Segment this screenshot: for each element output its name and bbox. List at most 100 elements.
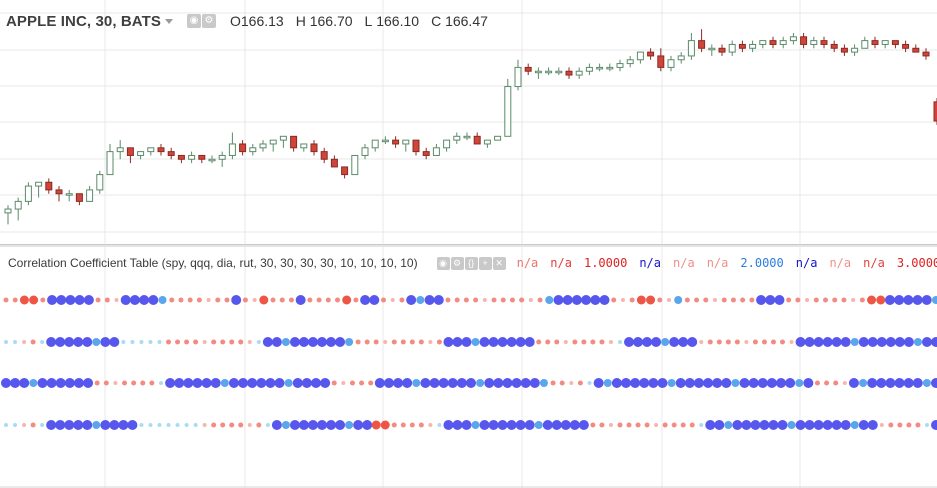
- correlation-dot: [284, 379, 293, 387]
- candle: [626, 55, 634, 68]
- correlation-dot: [113, 381, 118, 385]
- low-label: L: [364, 13, 373, 29]
- correlation-dot: [894, 295, 905, 305]
- close-icon[interactable]: ✕: [492, 256, 506, 270]
- correlation-dot: [707, 339, 713, 345]
- correlation-dot: [786, 297, 792, 303]
- candle: [137, 151, 145, 160]
- candle: [677, 52, 685, 64]
- correlation-dot: [626, 422, 632, 428]
- correlation-dot: [307, 297, 313, 303]
- candle: [14, 197, 22, 221]
- candle: [473, 132, 481, 145]
- correlation-dot: [789, 340, 794, 344]
- correlation-dot: [524, 420, 535, 430]
- correlation-dot: [500, 297, 506, 303]
- correlation-dot: [118, 420, 129, 430]
- candle: [35, 181, 43, 198]
- correlation-dot: [169, 297, 175, 303]
- symbol-title[interactable]: APPLE INC, 30, BATS: [6, 12, 161, 30]
- correlation-dot: [466, 378, 476, 388]
- correlation-dot: [443, 420, 454, 430]
- candle: [239, 140, 247, 156]
- correlation-dot: [139, 295, 150, 305]
- correlation-dot: [867, 378, 878, 388]
- eye-icon[interactable]: ◉: [186, 14, 201, 28]
- price-chart-pane[interactable]: [0, 0, 937, 244]
- correlation-dot: [699, 423, 704, 427]
- indicator-pane[interactable]: [0, 247, 937, 488]
- correlation-dot: [349, 380, 355, 386]
- correlation-dot: [581, 295, 592, 305]
- correlation-dot: [193, 423, 198, 427]
- correlation-dot: [56, 295, 67, 305]
- chevron-down-icon[interactable]: [164, 18, 173, 24]
- gear-icon[interactable]: ⚙: [201, 14, 216, 28]
- correlation-dot: [342, 295, 352, 305]
- correlation-dot: [355, 339, 361, 345]
- correlation-dot: [560, 420, 571, 430]
- correlation-dot: [307, 337, 318, 347]
- candle: [830, 40, 838, 53]
- correlation-dot: [915, 422, 921, 428]
- correlation-dot: [813, 420, 824, 430]
- correlation-dot: [850, 338, 859, 346]
- plus-icon[interactable]: +: [478, 256, 492, 270]
- indicator-title[interactable]: Correlation Coefficient Table (spy, qqq,…: [8, 256, 418, 270]
- candle: [616, 59, 624, 72]
- correlation-dot: [654, 423, 659, 427]
- correlation-dot: [29, 379, 38, 387]
- source-code-icon[interactable]: {}: [464, 256, 478, 270]
- correlation-dot: [238, 422, 244, 428]
- correlation-dot: [92, 421, 101, 429]
- correlation-dot: [220, 339, 226, 345]
- correlation-dot: [364, 339, 370, 345]
- correlation-dot: [409, 339, 415, 345]
- correlation-dot: [629, 297, 635, 303]
- correlation-dot: [73, 378, 84, 388]
- correlation-dot: [876, 378, 887, 388]
- correlation-dot: [224, 297, 230, 303]
- indicator-value: 2.0000: [740, 256, 784, 270]
- candle: [320, 147, 328, 164]
- correlation-dot: [739, 378, 750, 388]
- correlation-dot: [454, 297, 460, 303]
- correlation-dot: [452, 337, 463, 347]
- correlation-dot: [4, 340, 8, 344]
- correlation-dot: [519, 297, 525, 303]
- correlation-dot: [931, 378, 937, 388]
- correlation-dot: [211, 422, 217, 428]
- correlation-dot: [497, 420, 508, 430]
- correlation-dot: [122, 380, 128, 386]
- correlation-dot: [157, 340, 162, 344]
- candle: [443, 139, 451, 152]
- eye-icon[interactable]: ◉: [436, 256, 450, 270]
- correlation-dot: [148, 423, 153, 427]
- candle: [412, 139, 420, 156]
- correlation-dot: [757, 378, 768, 388]
- correlation-dot: [795, 420, 806, 430]
- correlation-dot: [46, 337, 57, 347]
- correlation-dot: [187, 297, 193, 303]
- correlation-dot: [562, 295, 573, 305]
- correlation-dot: [639, 378, 650, 388]
- correlation-dot: [721, 378, 732, 388]
- correlation-dot: [876, 295, 886, 305]
- correlation-dot: [325, 297, 331, 303]
- correlation-dot: [642, 337, 653, 347]
- pane-separator[interactable]: [0, 244, 937, 247]
- correlation-dot: [416, 296, 425, 304]
- correlation-dot: [368, 380, 374, 386]
- correlation-dot: [699, 340, 704, 344]
- correlation-dot: [840, 420, 851, 430]
- correlation-dot: [456, 378, 467, 388]
- correlation-dot: [912, 378, 923, 388]
- correlation-dot: [10, 378, 21, 388]
- correlation-dot: [335, 420, 346, 430]
- correlation-dot: [400, 422, 406, 428]
- gear-icon[interactable]: ⚙: [450, 256, 464, 270]
- indicator-legend: Correlation Coefficient Table (spy, qqq,…: [8, 255, 937, 271]
- correlation-dot: [841, 297, 847, 303]
- correlation-dot: [506, 420, 517, 430]
- indicator-values: n/a n/a 1.0000 n/a n/a n/a 2.0000 n/a n/a n/a 3.00…: [517, 256, 937, 270]
